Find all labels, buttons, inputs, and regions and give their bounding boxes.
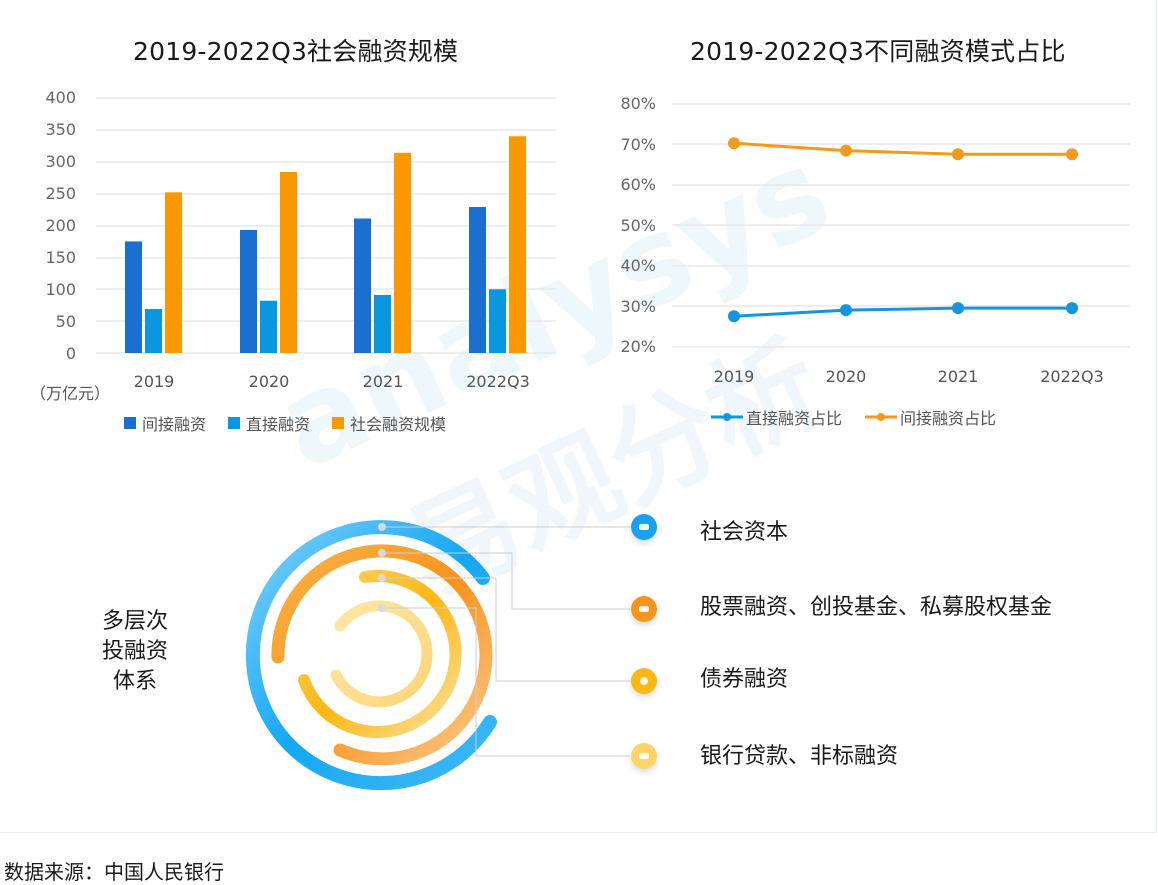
data-point-marker xyxy=(728,137,740,150)
line-chart-legend: 直接融资占比 间接融资占比 xyxy=(710,405,1018,429)
bar-chart-legend: 间接融资 直接融资 社会融资规模 xyxy=(124,411,468,435)
hierarchy-item-bonds: 债券融资 xyxy=(631,667,788,694)
legend-label: 直接融资占比 xyxy=(746,409,843,428)
bar-chart-title: 2019-2022Q3社会融资规模 xyxy=(133,37,459,66)
bar xyxy=(125,241,142,353)
y-tick: 40% xyxy=(620,256,656,275)
bar xyxy=(145,309,162,353)
hierarchy-item-equity: 股票融资、创投基金、私募股权基金 xyxy=(631,595,1052,622)
y-tick: 150 xyxy=(45,248,76,267)
ring-social-capital xyxy=(245,520,497,791)
bar xyxy=(374,294,391,353)
data-source-note: 数据来源：中国人民银行 xyxy=(4,860,224,884)
legend-item-indirect-share: 间接融资占比 xyxy=(864,405,996,429)
bar xyxy=(354,218,371,353)
legend-item-direct: 直接融资 xyxy=(228,411,310,435)
y-tick: 80% xyxy=(620,94,656,113)
connector-dots xyxy=(378,523,386,612)
ring-bank-loans xyxy=(330,600,433,708)
lines xyxy=(728,137,1078,323)
y-tick: 20% xyxy=(620,337,656,356)
legend-line-marker-icon xyxy=(711,413,743,421)
x-tick: 2020 xyxy=(825,367,867,386)
series-line xyxy=(733,141,1072,156)
y-tick: 50% xyxy=(620,216,656,235)
hierarchy-label-line: 体系 xyxy=(112,669,157,694)
legend-swatch xyxy=(124,417,136,429)
legend-item-indirect: 间接融资 xyxy=(124,411,206,435)
legend-label: 直接融资 xyxy=(246,415,311,434)
bar xyxy=(394,152,411,353)
cloud-icon xyxy=(631,514,657,540)
bar xyxy=(260,300,277,353)
series-line xyxy=(733,306,1072,318)
y-tick: 250 xyxy=(45,184,76,203)
hierarchy-item-label: 股票融资、创投基金、私募股权基金 xyxy=(700,595,1053,620)
bar xyxy=(280,171,297,353)
legend-label: 间接融资占比 xyxy=(900,409,997,428)
legend-item-direct-share: 直接融资占比 xyxy=(710,405,842,429)
flower-icon xyxy=(631,668,657,694)
hierarchy-item-label: 银行贷款、非标融资 xyxy=(700,744,899,769)
data-point-marker xyxy=(840,144,852,157)
bar xyxy=(509,136,526,353)
y-tick: 400 xyxy=(45,88,76,107)
y-tick: 70% xyxy=(620,135,656,154)
hierarchy-item-social-capital: 社会资本 xyxy=(631,514,788,545)
legend-swatch xyxy=(228,417,241,429)
y-tick: 60% xyxy=(620,175,656,194)
data-point-marker xyxy=(952,148,964,161)
legend-label: 社会融资规模 xyxy=(350,415,447,434)
bar-chart-plot xyxy=(96,97,556,354)
data-point-marker xyxy=(952,302,964,315)
legend-item-total: 社会融资规模 xyxy=(332,411,446,435)
y-tick: 50 xyxy=(55,312,76,331)
y-tick: 200 xyxy=(45,216,76,235)
y-tick: 0 xyxy=(65,344,76,363)
card-icon xyxy=(631,596,657,622)
legend-line-marker-icon xyxy=(865,413,898,421)
legend-swatch xyxy=(332,417,345,429)
y-tick: 100 xyxy=(45,280,76,299)
hierarchy-item-bank-loans: 银行贷款、非标融资 xyxy=(631,743,898,769)
unit-label: （万亿元） xyxy=(30,384,111,403)
hierarchy-item-label: 社会资本 xyxy=(700,520,789,545)
card-icon xyxy=(631,743,657,769)
hierarchy-label-line: 投融资 xyxy=(101,639,168,664)
connector-lines xyxy=(382,526,630,757)
y-tick: 300 xyxy=(45,152,76,171)
legend-label: 间接融资 xyxy=(142,415,207,434)
bars xyxy=(125,136,526,353)
x-tick: 2020 xyxy=(248,372,290,391)
bar xyxy=(469,207,486,353)
bar xyxy=(489,289,506,353)
hierarchy-label-line: 多层次 xyxy=(101,609,168,634)
x-tick: 2022Q3 xyxy=(1040,367,1104,386)
data-point-marker xyxy=(840,304,852,317)
x-tick: 2019 xyxy=(713,367,755,386)
ring-equity-financing xyxy=(271,544,493,766)
hierarchy-item-label: 债券融资 xyxy=(700,667,789,692)
x-tick: 2022Q3 xyxy=(466,372,530,391)
ring-bond-financing xyxy=(298,570,462,738)
data-point-marker xyxy=(1066,148,1078,161)
infographic-frame xyxy=(0,0,1157,833)
data-point-marker xyxy=(1066,302,1078,315)
x-tick: 2019 xyxy=(133,372,175,391)
line-chart-title: 2019-2022Q3不同融资模式占比 xyxy=(690,37,1066,66)
hierarchy-label: 多层次 投融资 体系 xyxy=(92,607,178,697)
x-tick: 2021 xyxy=(362,372,404,391)
bar xyxy=(165,192,182,353)
bar xyxy=(240,229,257,353)
data-point-marker xyxy=(728,310,740,323)
y-tick: 350 xyxy=(45,120,76,139)
line-chart-plot xyxy=(672,103,1130,348)
y-tick: 30% xyxy=(620,297,656,316)
x-tick: 2021 xyxy=(937,367,979,386)
